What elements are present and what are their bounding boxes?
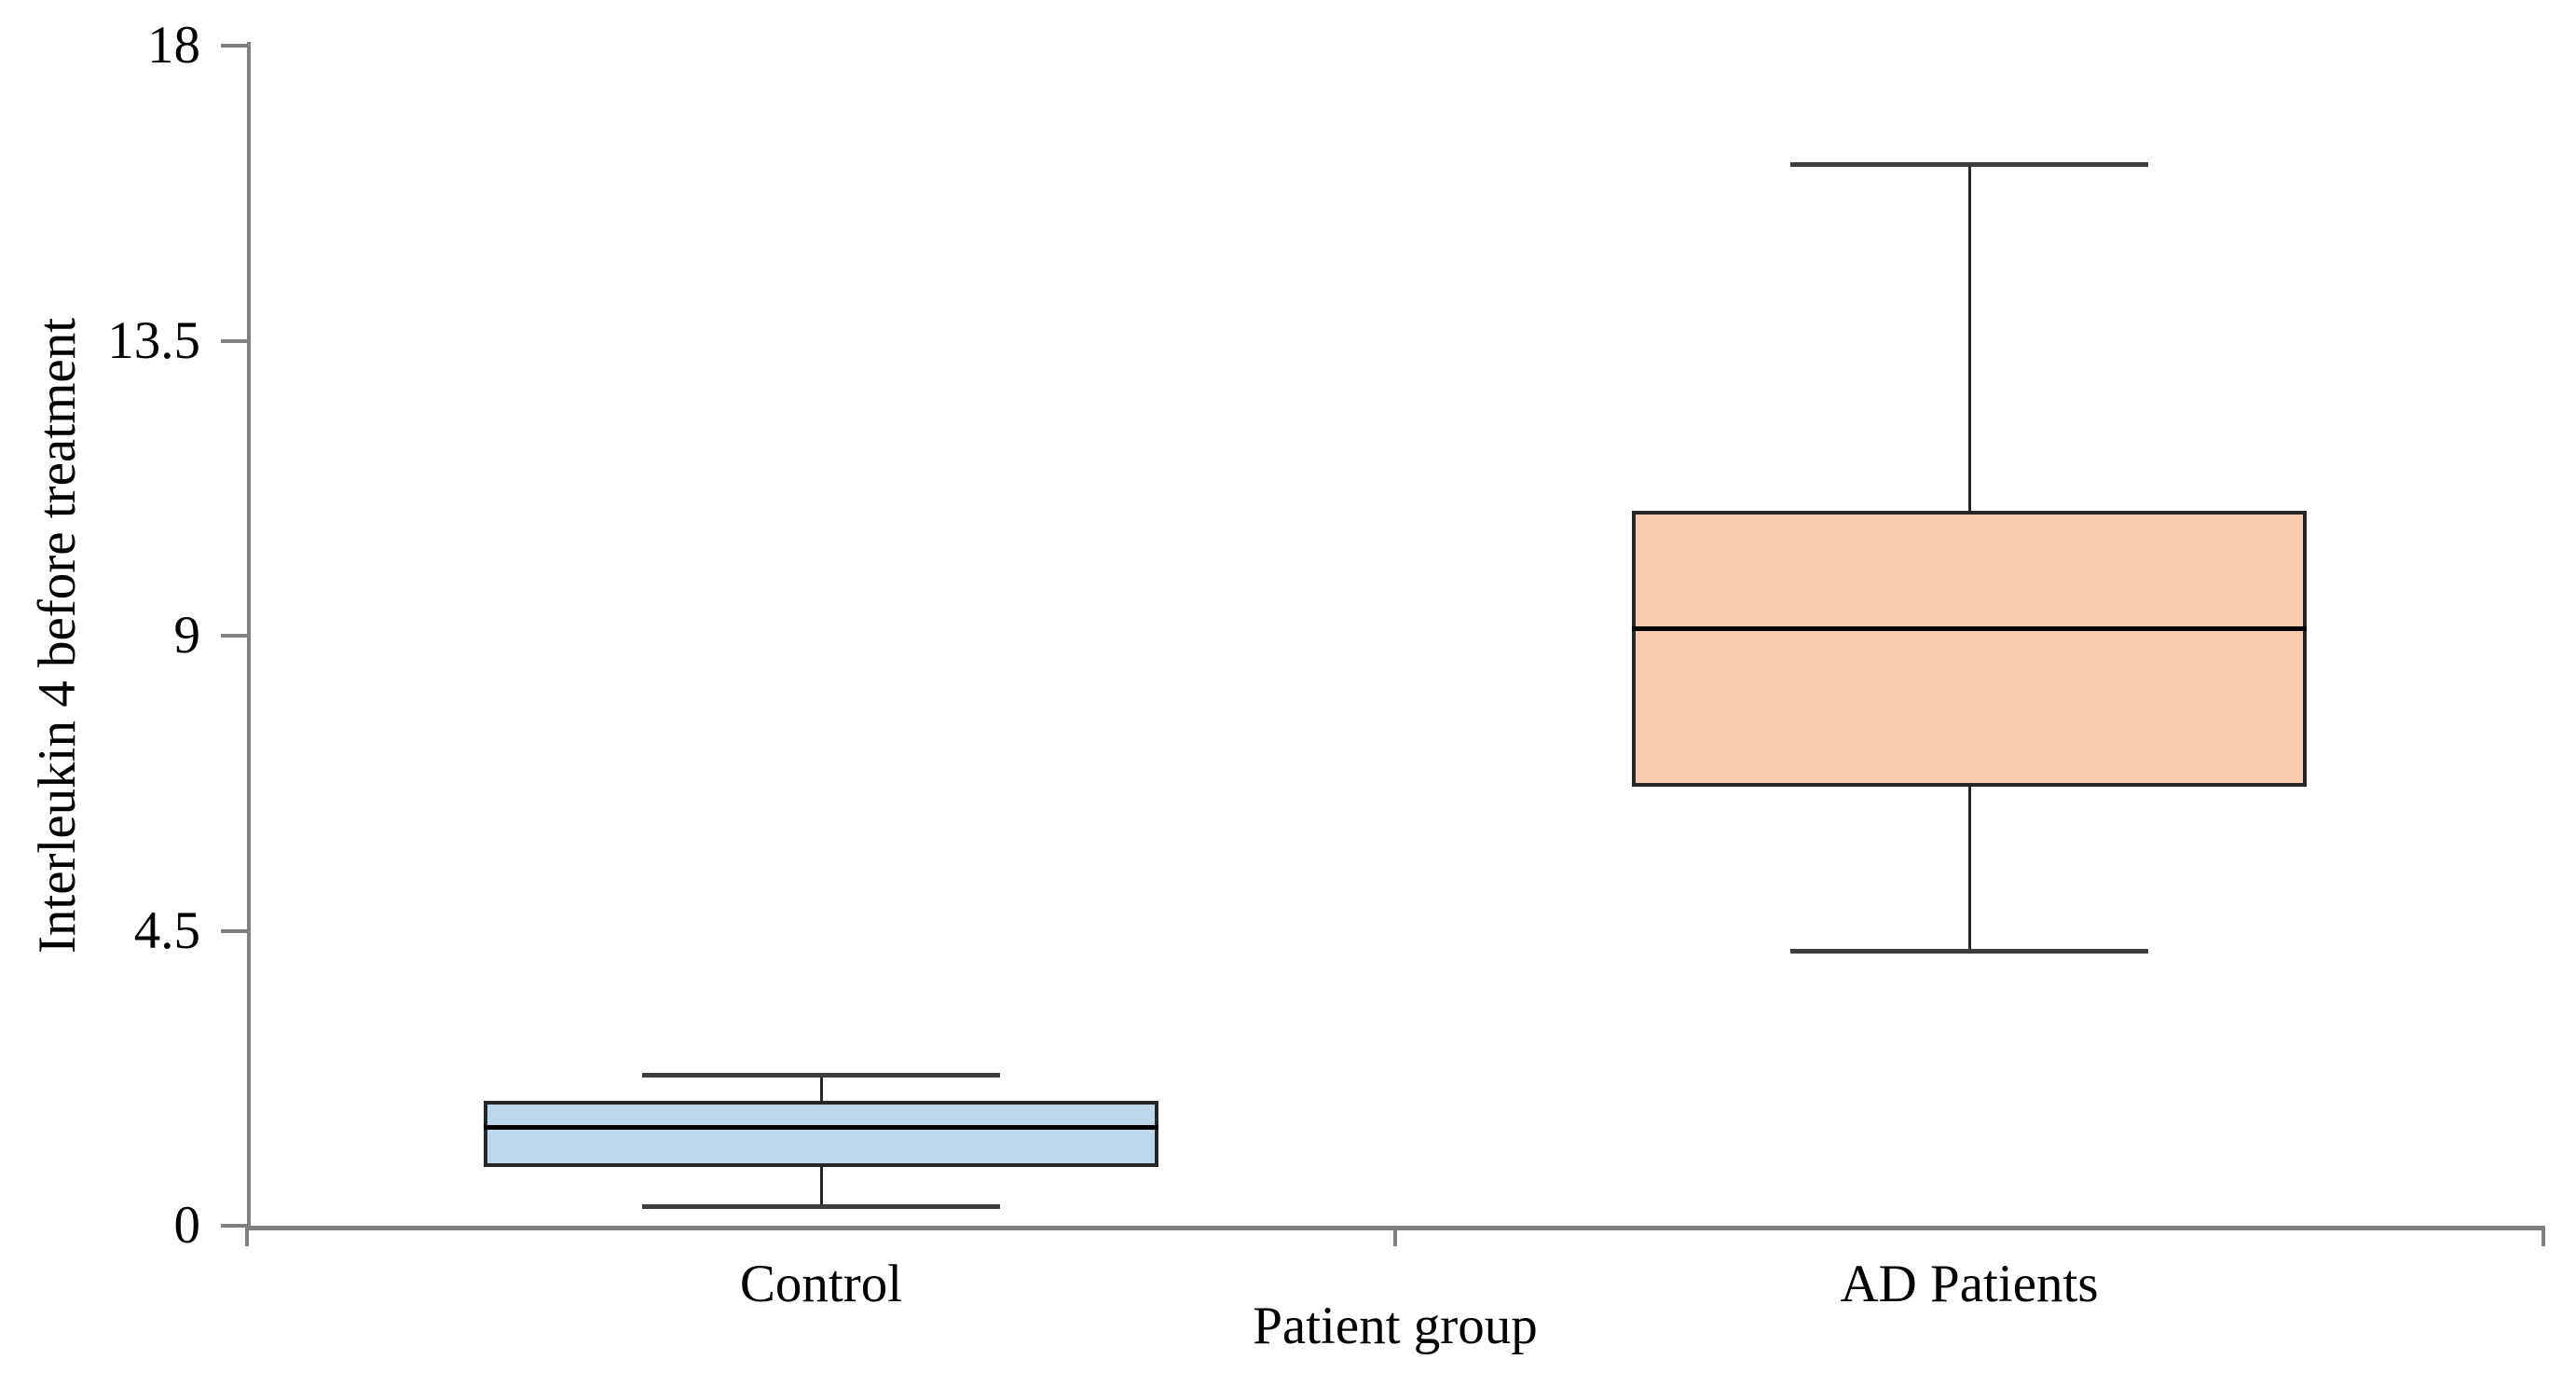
category-label: Control (739, 1255, 903, 1313)
y-tick-mark (221, 44, 247, 48)
y-axis-title: Interleukin 4 before treatment (28, 317, 87, 954)
median-line (484, 1125, 1158, 1130)
x-boundary-tick (1393, 1226, 1397, 1246)
lower-whisker-cap (642, 1203, 1000, 1209)
y-tick-mark (221, 634, 247, 638)
y-tick-label: 4.5 (133, 900, 200, 960)
category-label: AD Patients (1840, 1255, 2099, 1313)
y-tick-mark (221, 338, 247, 343)
lower-whisker-cap (1790, 948, 2148, 954)
y-tick-label: 18 (147, 16, 200, 75)
median-line (1632, 626, 2307, 632)
y-tick-mark (221, 1224, 247, 1228)
y-tick-mark (221, 928, 247, 933)
y-tick-label: 0 (173, 1196, 201, 1255)
lower-whisker-line (819, 1166, 823, 1206)
iqr-box (484, 1101, 1158, 1167)
upper-whisker-cap (642, 1073, 1000, 1078)
x-boundary-tick (245, 1226, 249, 1246)
upper-whisker-line (819, 1075, 823, 1102)
upper-whisker-cap (1790, 161, 2148, 167)
upper-whisker-line (1967, 163, 1971, 512)
x-axis-title: Patient group (1253, 1297, 1538, 1355)
lower-whisker-line (1967, 786, 1971, 951)
y-tick-label: 13.5 (107, 310, 200, 370)
iqr-box (1632, 511, 2307, 787)
y-tick-label: 9 (173, 606, 201, 665)
y-axis-line (247, 42, 251, 1228)
x-boundary-tick (2542, 1226, 2545, 1246)
